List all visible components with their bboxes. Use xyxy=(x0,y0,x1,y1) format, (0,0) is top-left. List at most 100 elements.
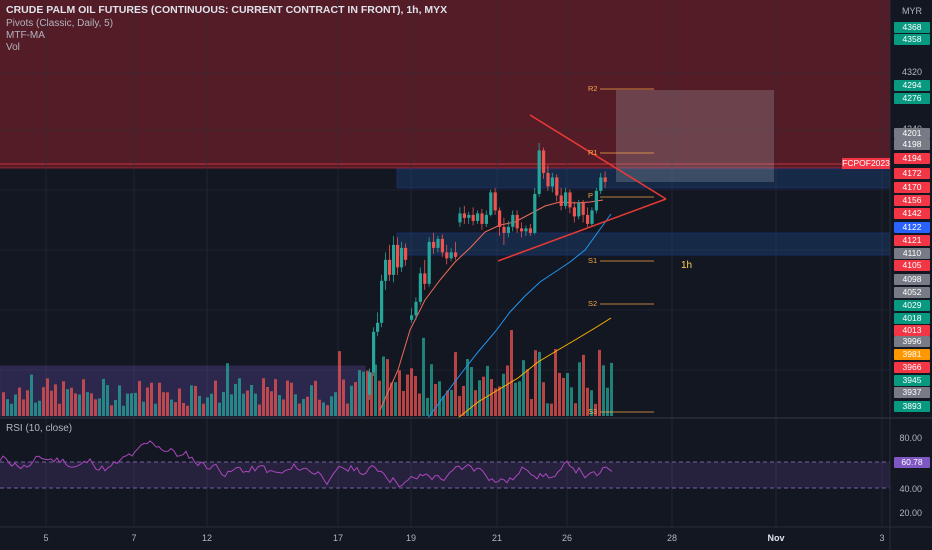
volume-bar xyxy=(234,383,237,416)
candle xyxy=(603,171,607,188)
price-tag-4105: 4105 xyxy=(894,260,930,271)
price-tag-4029: 4029 xyxy=(894,300,930,311)
volume-bar xyxy=(562,377,565,416)
volume-bar xyxy=(186,405,189,416)
volume-bar xyxy=(542,382,545,416)
candle xyxy=(568,189,572,214)
indicator-mtf-ma[interactable]: MTF-MA xyxy=(6,30,45,41)
candle xyxy=(427,237,431,287)
volume-bar xyxy=(514,382,517,416)
candle xyxy=(449,247,453,262)
volume-bar xyxy=(246,390,249,416)
rsi-label[interactable]: RSI (10, close) xyxy=(6,423,73,434)
candles xyxy=(368,142,607,400)
volume-bar xyxy=(210,393,213,416)
price-tag-4110: 4110 xyxy=(894,248,930,259)
indicator-vol[interactable]: Vol xyxy=(6,42,20,53)
volume-bar xyxy=(14,394,17,416)
volume-bar xyxy=(94,399,97,416)
volume-bar xyxy=(538,351,541,416)
volume-bar xyxy=(574,403,577,416)
volume-bar xyxy=(438,381,441,416)
x-tick-28: 28 xyxy=(666,533,678,543)
volume-bar xyxy=(346,403,349,416)
candle xyxy=(471,207,475,226)
volume-bar xyxy=(38,400,41,416)
rsi-line xyxy=(0,440,613,488)
candle xyxy=(524,225,528,236)
pivot-label-r2: R2 xyxy=(588,84,598,93)
volume-bar xyxy=(102,378,105,416)
volume-bar xyxy=(338,351,341,416)
volume-bar xyxy=(10,403,13,416)
volume-bar xyxy=(326,405,329,416)
volume-bar xyxy=(518,381,521,416)
volume-bar xyxy=(110,405,113,416)
volume-bar xyxy=(26,390,29,416)
volume-bar xyxy=(526,369,529,416)
candle xyxy=(376,312,380,337)
rsi-value-tag: 60.78 xyxy=(894,457,930,468)
volume-bar xyxy=(302,398,305,416)
volume-bar xyxy=(138,380,141,416)
volume-bar xyxy=(594,403,597,416)
volume-bar xyxy=(602,365,605,416)
volume-bar xyxy=(114,399,117,416)
volume-bar xyxy=(130,393,133,416)
chart-title: CRUDE PALM OIL FUTURES (CONTINUOUS: CURR… xyxy=(6,4,448,16)
volume-bar xyxy=(262,378,265,416)
candle xyxy=(404,243,408,266)
candle xyxy=(502,217,506,245)
volume-bar xyxy=(254,393,257,416)
volume-bar xyxy=(434,384,437,416)
rsi-tick-20: 20.00 xyxy=(899,508,922,518)
x-tick-26: 26 xyxy=(561,533,573,543)
volume-bar xyxy=(570,387,573,416)
volume-bar xyxy=(498,386,501,416)
volume-bar xyxy=(42,387,45,416)
target-box xyxy=(616,90,774,182)
price-tick-4320: 4320 xyxy=(901,67,922,77)
volume-bar xyxy=(350,385,353,416)
x-tick-nov: Nov xyxy=(767,533,785,543)
price-tag-4052: 4052 xyxy=(894,287,930,298)
volume-bar xyxy=(134,392,137,416)
volume-bar xyxy=(218,402,221,416)
volume-bar xyxy=(98,398,101,416)
rsi-band xyxy=(0,462,890,488)
volume-bar xyxy=(154,403,157,416)
volume-bar xyxy=(510,330,513,416)
volume-bar xyxy=(122,405,125,416)
price-tag-4172: 4172 xyxy=(894,168,930,179)
volume-bar xyxy=(194,385,197,416)
volume-bar xyxy=(106,385,109,416)
x-tick-7: 7 xyxy=(131,533,137,543)
price-tag-4276: 4276 xyxy=(894,93,930,104)
price-tag-4194: 4194 xyxy=(894,153,930,164)
volume-bar xyxy=(446,390,449,416)
volume-bar xyxy=(458,396,461,416)
volume-bar xyxy=(142,401,145,416)
volume-bar xyxy=(162,392,165,416)
pivot-label-p: P xyxy=(588,191,594,200)
volume-bar xyxy=(306,396,309,416)
volume-bar xyxy=(426,397,429,416)
volume-bar xyxy=(22,399,25,416)
candle xyxy=(533,187,537,235)
volume-bar xyxy=(206,397,209,416)
x-tick-19: 19 xyxy=(405,533,417,543)
volume-bar xyxy=(242,393,245,416)
price-tag-3966: 3966 xyxy=(894,362,930,373)
price-tag-4201: 4201 xyxy=(894,128,930,139)
price-tag-3981: 3981 xyxy=(894,349,930,360)
currency-label[interactable]: MYR xyxy=(902,6,922,16)
volume-bar xyxy=(282,399,285,416)
volume-bar xyxy=(58,403,61,416)
volume-bar xyxy=(74,393,77,416)
candle xyxy=(581,199,585,223)
volume-bar xyxy=(170,399,173,416)
indicator-pivots[interactable]: Pivots (Classic, Daily, 5) xyxy=(6,18,114,29)
volume-bar xyxy=(534,350,537,416)
candle xyxy=(372,327,376,377)
